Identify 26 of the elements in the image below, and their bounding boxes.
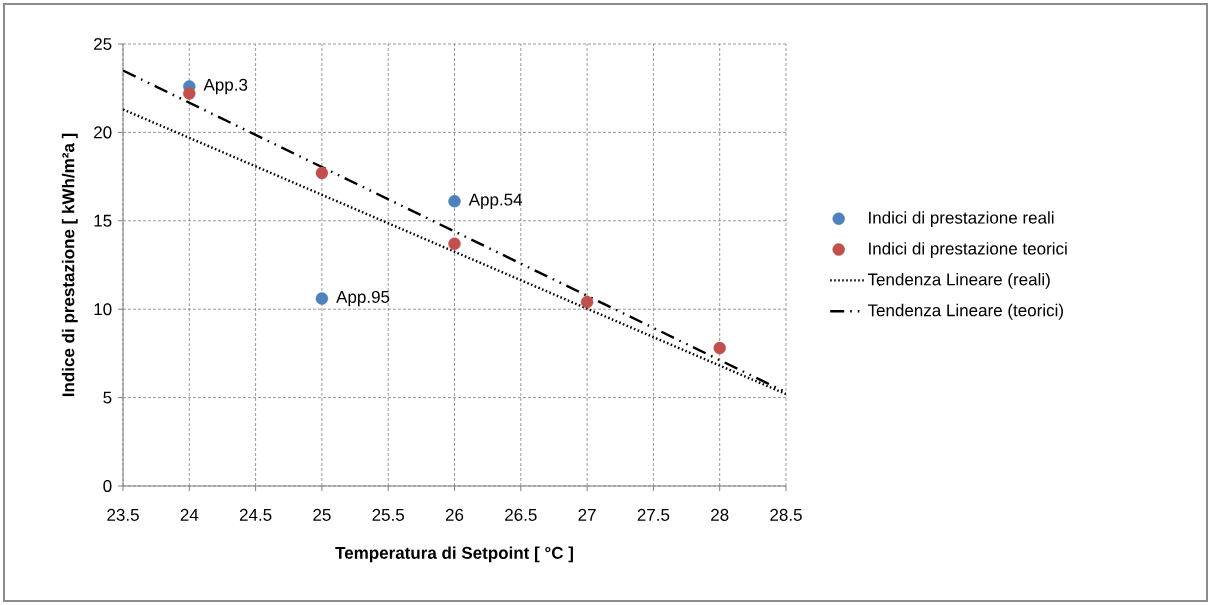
y-tick-label: 25 <box>94 37 112 51</box>
x-tick-label: 26.5 <box>505 508 537 521</box>
x-axis-title: Temperatura di Setpoint [ °C ] <box>335 546 573 563</box>
y-tick-label: 5 <box>103 391 112 404</box>
x-tick-label: 24 <box>180 508 199 521</box>
y-tick-label: 0 <box>103 479 112 493</box>
y-tick-label: 10 <box>94 303 112 316</box>
x-tick-label: 25.5 <box>372 508 405 521</box>
y-axis-title: Indice di prestazione [ kWh/m²a ] <box>61 133 78 397</box>
annotation: App.95 <box>336 290 390 307</box>
x-tick-label: 28.5 <box>770 508 802 521</box>
x-tick-label: 27.5 <box>637 508 670 521</box>
y-tick-label: 15 <box>94 214 112 227</box>
x-tick-label: 25 <box>313 508 331 521</box>
legend-label: Tendenza Lineare (teorici) <box>867 303 1063 320</box>
x-tick-label: 24.5 <box>239 508 272 521</box>
legend-label: Indici di prestazione reali <box>869 211 1054 228</box>
annotation: App.3 <box>203 78 248 95</box>
legend-label: Indici di prestazione teorici <box>869 242 1067 258</box>
y-tick-label: 20 <box>94 126 112 139</box>
x-tick-label: 23.5 <box>107 508 139 521</box>
legend-label: Tendenza Lineare (reali) <box>867 273 1050 289</box>
x-tick-label: 26 <box>445 508 464 521</box>
x-tick-label: 27 <box>578 508 596 521</box>
x-tick-label: 28 <box>711 508 729 521</box>
annotation: App.54 <box>468 193 523 209</box>
